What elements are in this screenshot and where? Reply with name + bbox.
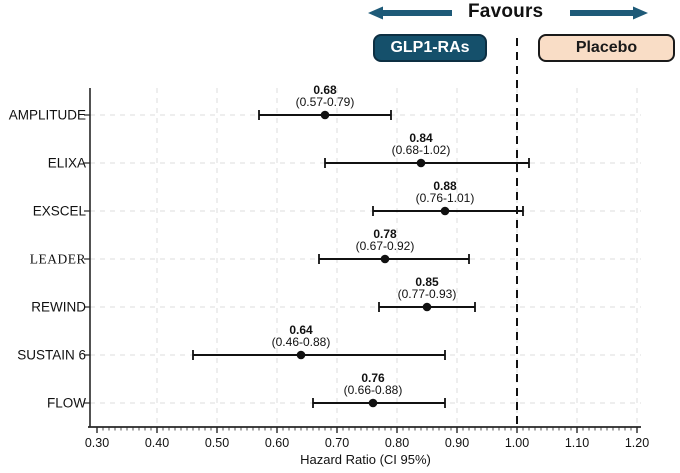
forest-row-leader: LEADER 0.78(0.67-0.92)	[30, 227, 470, 267]
study-name-label: SUSTAIN 6	[17, 348, 86, 363]
x-tick-label: 0.30	[85, 436, 109, 450]
point-estimate-marker	[416, 158, 426, 168]
point-estimate-marker	[320, 110, 330, 120]
glp1-ras-label: GLP1-RAs	[390, 39, 470, 56]
hazard-ratio-value: 0.68	[313, 83, 337, 97]
study-name-label: AMPLITUDE	[9, 108, 86, 123]
x-tick-label: 1.00	[505, 436, 529, 450]
x-tick-label: 0.50	[205, 436, 229, 450]
study-name-label: REWIND	[31, 300, 86, 315]
glp1-ras-label-box: GLP1-RAs	[373, 34, 487, 62]
confidence-interval-label: (0.66-0.88)	[344, 383, 403, 397]
forest-row-exscel: EXSCEL 0.88(0.76-1.01)	[33, 179, 524, 219]
hazard-ratio-value: 0.78	[373, 227, 397, 241]
placebo-label-box: Placebo	[538, 34, 675, 62]
forest-row-elixa: ELIXA 0.84(0.68-1.02)	[48, 131, 530, 171]
x-tick-label: 0.40	[145, 436, 169, 450]
study-name-label: EXSCEL	[33, 204, 87, 219]
hazard-ratio-value: 0.85	[415, 275, 439, 289]
point-estimate-marker	[422, 302, 432, 312]
forest-row-amplitude: AMPLITUDE 0.68(0.57-0.79)	[9, 83, 392, 123]
confidence-interval-label: (0.68-1.02)	[392, 143, 451, 157]
left-arrow-icon	[368, 6, 452, 20]
x-tick-label: 0.80	[385, 436, 409, 450]
placebo-label: Placebo	[575, 39, 638, 56]
hazard-ratio-value: 0.88	[433, 179, 457, 193]
axes	[88, 88, 641, 428]
x-axis-ticks: 0.30 0.40 0.50 0.60 0.70 0.80 0.90 1.00 1.10 1.20	[85, 427, 649, 450]
hazard-ratio-value: 0.76	[361, 371, 385, 385]
forest-row-sustain-6: SUSTAIN 6 0.64(0.46-0.88)	[17, 323, 446, 363]
confidence-interval-label: (0.67-0.92)	[356, 239, 415, 253]
study-name-label: FLOW	[47, 396, 86, 411]
confidence-interval-label: (0.46-0.88)	[272, 335, 331, 349]
point-estimate-marker	[368, 398, 378, 408]
x-tick-label: 0.70	[325, 436, 349, 450]
x-tick-label: 1.20	[625, 436, 649, 450]
right-arrow-icon	[570, 6, 648, 20]
study-name-label: ELIXA	[48, 156, 86, 171]
point-estimate-marker	[380, 254, 390, 264]
x-tick-label: 1.10	[565, 436, 589, 450]
forest-row-rewind: REWIND 0.85(0.77-0.93)	[31, 275, 476, 315]
hazard-ratio-value: 0.84	[409, 131, 433, 145]
x-tick-label: 0.90	[445, 436, 469, 450]
study-name-label: LEADER	[30, 252, 86, 267]
gridlines	[90, 88, 641, 427]
x-tick-label: 0.60	[265, 436, 289, 450]
x-axis-title: Hazard Ratio (CI 95%)	[300, 452, 431, 467]
point-estimate-marker	[296, 350, 306, 360]
hazard-ratio-value: 0.64	[289, 323, 313, 337]
forest-row-flow: FLOW 0.76(0.66-0.88)	[47, 371, 446, 411]
confidence-interval-label: (0.77-0.93)	[398, 287, 457, 301]
confidence-interval-label: (0.76-1.01)	[416, 191, 475, 205]
point-estimate-marker	[440, 206, 450, 216]
confidence-interval-label: (0.57-0.79)	[296, 95, 355, 109]
favours-title: Favours	[468, 1, 544, 22]
